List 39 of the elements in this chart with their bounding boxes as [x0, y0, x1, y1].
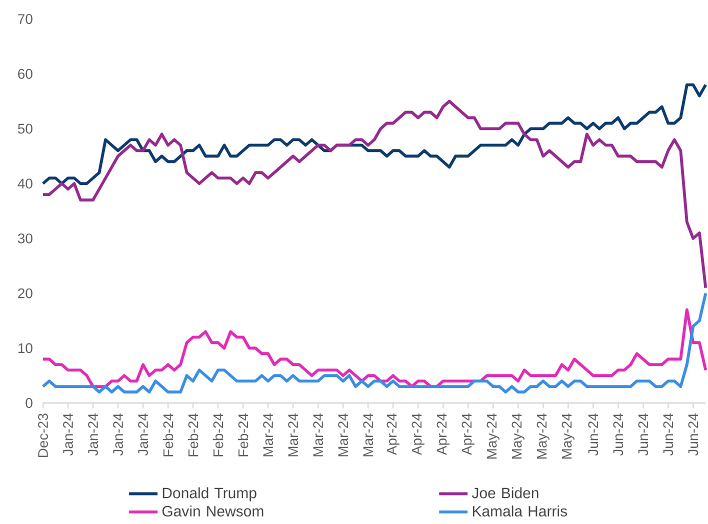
x-tick-label: Feb-24	[212, 413, 224, 456]
x-tick-label: Jan-24	[63, 413, 73, 456]
x-tick-label: May-24	[512, 413, 524, 459]
x-tick-label: May-24	[562, 413, 574, 459]
x-tick-label: Mar-24	[338, 413, 348, 456]
x-tick-label: Apr-24	[462, 413, 474, 456]
x-tick-label: Jun-24	[688, 413, 698, 456]
x-tick-label: Apr-24	[386, 413, 400, 456]
y-tick-label: 60	[18, 68, 32, 79]
x-tick-label: Mar-24	[288, 413, 298, 456]
x-tick-label: Jun-24	[613, 413, 624, 456]
y-tick-label: 40	[18, 178, 32, 189]
x-tick-label: Jan-24	[113, 413, 123, 456]
x-tick-label: Jan-24	[138, 413, 148, 456]
legend-label: Joe Biden	[472, 487, 538, 498]
x-tick-label: Feb-24	[162, 413, 174, 456]
y-tick-label: 70	[18, 14, 32, 24]
y-tick-label: 50	[18, 124, 32, 134]
x-tick-label: May-24	[486, 413, 500, 459]
x-tick-label: May-24	[536, 413, 550, 459]
y-tick-label: 30	[18, 233, 32, 244]
x-tick-label: Apr-24	[412, 413, 424, 456]
x-tick-label: Jun-24	[588, 413, 598, 456]
x-tick-label: Apr-24	[436, 413, 450, 456]
y-tick-label: 20	[18, 288, 32, 298]
legend-label: Donald Trump	[162, 487, 256, 502]
x-tick-label: Jun-24	[663, 413, 674, 456]
legend-label: Gavin Newsom	[162, 506, 264, 517]
x-tick-label: Mar-24	[313, 413, 324, 456]
x-tick-label: Jan-24	[88, 413, 98, 456]
x-tick-label: Mar-24	[263, 413, 274, 456]
legend-label: Kamala Harris	[472, 506, 568, 517]
x-tick-label: Dec-23	[38, 414, 48, 458]
x-tick-label: Mar-24	[363, 413, 374, 456]
x-tick-label: Feb-24	[188, 413, 198, 456]
x-tick-label: Feb-24	[238, 413, 248, 456]
y-tick-label: 10	[18, 343, 32, 354]
y-tick-label: 0	[26, 398, 32, 408]
x-tick-label: Jun-24	[638, 413, 648, 456]
